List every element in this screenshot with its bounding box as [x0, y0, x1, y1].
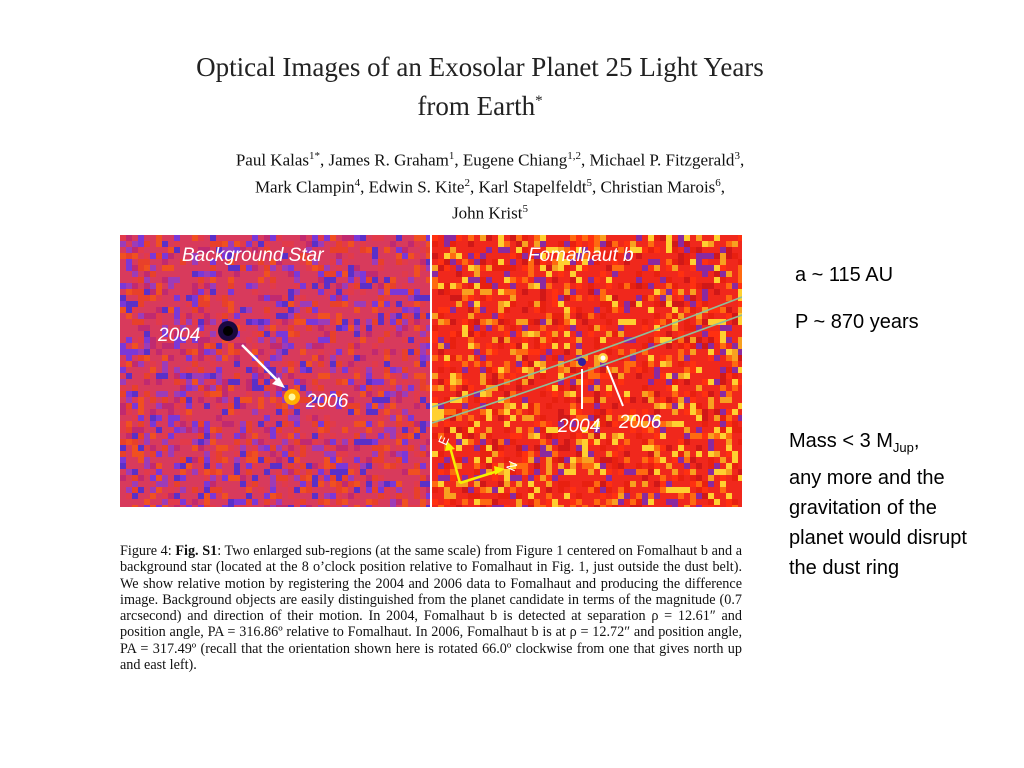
paper-title-line2: from Earth — [417, 91, 536, 121]
author-name: Karl Stapelfeldt — [478, 177, 587, 197]
caption-figure-label: Figure 4: — [120, 543, 172, 559]
period-note: P ~ 870 years — [795, 311, 919, 333]
author-affiliation: 5 — [522, 203, 528, 216]
author-affiliation: 3 — [734, 150, 740, 162]
author-name: Paul Kalas — [235, 150, 309, 170]
author-line-2: Mark Clampin4, Edwin S. Kite2, Karl Stap… — [120, 172, 860, 199]
dust-ring-inner-edge — [432, 296, 742, 408]
paper-title: Optical Images of an Exosolar Planet 25 … — [120, 50, 840, 123]
author-separator: , — [320, 150, 329, 170]
star-2004-core — [223, 326, 233, 336]
author-affiliation: 1* — [309, 150, 320, 162]
author-separator: , — [592, 177, 601, 197]
author-affiliation: 1 — [448, 150, 455, 162]
author-separator: , — [360, 177, 369, 197]
mass-subscript: Jup — [892, 440, 914, 455]
title-footnote-mark: * — [535, 93, 543, 109]
label-2004: 2004 — [157, 325, 200, 346]
author-line-1: Paul Kalas1*, James R. Graham1, Eugene C… — [120, 145, 860, 172]
author-name: Michael P. Fitzgerald — [589, 150, 735, 170]
mass-suffix: , — [913, 430, 920, 452]
semi-major-axis-note: a ~ 115 AU — [795, 264, 894, 286]
background-star-image: Background Star 2004 2006 — [120, 235, 430, 507]
panel-title-fomalhaut-b: Fomalhaut b — [528, 245, 634, 266]
planet-2006-core — [600, 355, 606, 361]
author-separator: , — [720, 177, 726, 197]
caption-text: : Two enlarged sub-regions (at the same … — [120, 543, 742, 674]
author-affiliation: 5 — [586, 176, 593, 189]
motion-arrow — [241, 344, 281, 384]
mass-explanation: any more and the gravitation of the plan… — [789, 467, 967, 579]
author-separator: , — [454, 150, 463, 170]
noise-texture — [432, 235, 742, 507]
author-name: Edwin S. Kite — [368, 177, 465, 197]
paper-title-line1: Optical Images of an Exosolar Planet 25 … — [196, 52, 764, 82]
author-list: Paul Kalas1*, James R. Graham1, Eugene C… — [120, 145, 860, 225]
caption-fig-id: S1 — [202, 543, 218, 559]
author-separator: , — [739, 150, 745, 170]
author-affiliation: 1,2 — [567, 150, 581, 162]
dust-ring-outer-edge — [432, 314, 742, 424]
author-name: John Krist — [452, 203, 523, 223]
fomalhaut-b-image: Fomalhaut b 2004 2006 E N — [432, 235, 742, 507]
author-separator: , — [469, 177, 479, 197]
figure-panel-fomalhaut-b: Fomalhaut b 2004 2006 E N — [432, 235, 742, 507]
pointer-2006 — [606, 365, 624, 407]
author-name: James R. Graham — [328, 150, 449, 170]
author-affiliation: 2 — [464, 176, 470, 189]
author-name: Mark Clampin — [254, 177, 355, 197]
figure-caption: Figure 4: Fig. S1: Two enlarged sub-regi… — [120, 543, 742, 673]
author-name: Eugene Chiang — [462, 150, 568, 170]
author-name: Christian Marois — [600, 177, 716, 197]
mass-note: Mass < 3 MJup, any more and the gravitat… — [789, 426, 989, 583]
label-2004: 2004 — [557, 416, 600, 437]
author-line-3: John Krist5 — [120, 198, 860, 225]
motion-arrowhead — [272, 377, 285, 388]
figure-panel-background-star: Background Star 2004 2006 — [120, 235, 430, 507]
author-separator: , — [580, 150, 590, 170]
star-2006-core — [288, 393, 296, 401]
label-2006: 2006 — [618, 412, 662, 433]
planet-2004-dot — [578, 358, 586, 366]
label-2006: 2006 — [305, 391, 349, 412]
noise-texture — [120, 235, 430, 507]
author-affiliation: 6 — [715, 176, 721, 189]
panel-title-background-star: Background Star — [182, 245, 324, 266]
mass-prefix: Mass < 3 M — [789, 430, 893, 452]
caption-fig-ref: Fig. — [175, 543, 199, 559]
author-affiliation: 4 — [354, 176, 361, 189]
